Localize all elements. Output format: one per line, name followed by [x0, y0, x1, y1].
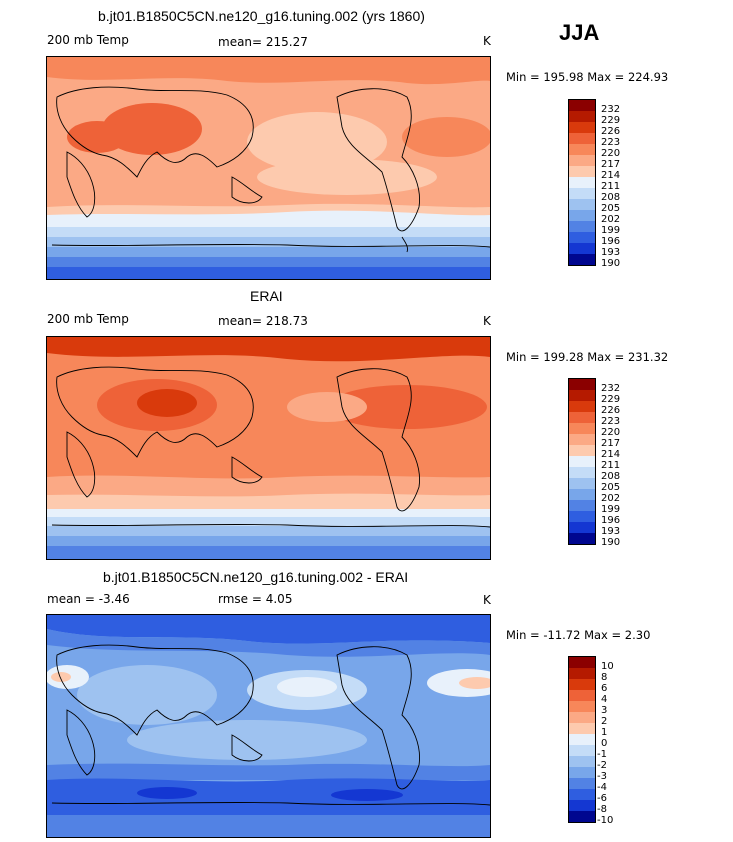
colorbar-tick-label: 220: [601, 148, 621, 159]
panel-1-minmax: Min = 195.98 Max = 224.93: [506, 70, 669, 84]
panel-3-mean-label: mean = -3.46: [47, 592, 130, 606]
colorbar-tick-label: 229: [601, 394, 621, 405]
colorbar-tick-label: 214: [601, 170, 621, 181]
colorbar-tick-label: -4: [597, 782, 607, 793]
colorbar-tick-label: 226: [601, 126, 621, 137]
colorbar-tick-label: 223: [601, 137, 621, 148]
colorbar-tick-label: 199: [601, 225, 621, 236]
colorbar-tick-label: 10: [601, 661, 614, 672]
colorbar-tick-label: 232: [601, 104, 621, 115]
panel-2-colorbar: [568, 378, 596, 545]
colorbar-tick-label: 6: [601, 683, 608, 694]
colorbar-tick-label: 202: [601, 493, 621, 504]
colorbar-tick-label: 202: [601, 214, 621, 225]
colorbar-tick-label: -3: [597, 771, 607, 782]
panel-2-map: [46, 336, 491, 560]
panel-2-units-label: K: [483, 314, 491, 328]
panel-3-units-label: K: [483, 593, 491, 607]
colorbar-tick-label: 193: [601, 247, 621, 258]
panel-3-map: [46, 614, 491, 838]
colorbar-tick-label: 196: [601, 515, 621, 526]
colorbar-tick-label: 223: [601, 416, 621, 427]
colorbar-tick-label: 193: [601, 526, 621, 537]
season-label: JJA: [559, 20, 600, 45]
colorbar-tick-label: 0: [601, 738, 608, 749]
colorbar-tick-label: 220: [601, 427, 621, 438]
panel-3-rmse-label: rmse = 4.05: [218, 592, 293, 606]
panel-2-variable-label: 200 mb Temp: [47, 312, 129, 326]
panel-1-map: [46, 56, 491, 280]
panel-1-units-label: K: [483, 34, 491, 48]
colorbar-tick-label: -10: [597, 815, 614, 826]
colorbar-tick-label: 199: [601, 504, 621, 515]
colorbar-tick-label: 208: [601, 192, 621, 203]
colorbar-tick-label: 1: [601, 727, 608, 738]
panel-1-title: b.jt01.B1850C5CN.ne120_g16.tuning.002 (y…: [98, 8, 425, 24]
colorbar-tick-label: 190: [601, 258, 621, 269]
panel-1-variable-label: 200 mb Temp: [47, 33, 129, 47]
colorbar-tick-label: -8: [597, 804, 607, 815]
colorbar-tick-label: -6: [597, 793, 607, 804]
colorbar-tick-label: 226: [601, 405, 621, 416]
colorbar-tick-label: 214: [601, 449, 621, 460]
panel-2-minmax: Min = 199.28 Max = 231.32: [506, 350, 669, 364]
panel-3-title: b.jt01.B1850C5CN.ne120_g16.tuning.002 - …: [103, 569, 409, 585]
panel-2-title: ERAI: [250, 288, 283, 304]
colorbar-tick-label: -2: [597, 760, 607, 771]
panel-3-colorbar: [568, 656, 596, 823]
colorbar-tick-label: 229: [601, 115, 621, 126]
colorbar-tick-label: 190: [601, 537, 621, 548]
panel-3-minmax: Min = -11.72 Max = 2.30: [506, 628, 651, 642]
colorbar-tick-label: 232: [601, 383, 621, 394]
colorbar-tick-label: 217: [601, 438, 621, 449]
colorbar-tick-label: 208: [601, 471, 621, 482]
colorbar-tick-label: 217: [601, 159, 621, 170]
colorbar-tick-label: 205: [601, 203, 621, 214]
colorbar-tick-label: 8: [601, 672, 608, 683]
colorbar-tick-label: 211: [601, 181, 621, 192]
panel-1-colorbar: [568, 99, 596, 266]
colorbar-tick-label: 2: [601, 716, 608, 727]
panel-1-mean-label: mean= 215.27: [218, 35, 308, 49]
colorbar-tick-label: -1: [597, 749, 607, 760]
colorbar-tick-label: 211: [601, 460, 621, 471]
colorbar-tick-label: 205: [601, 482, 621, 493]
panel-2-mean-label: mean= 218.73: [218, 314, 308, 328]
colorbar-tick-label: 4: [601, 694, 608, 705]
colorbar-tick-label: 3: [601, 705, 608, 716]
colorbar-tick-label: 196: [601, 236, 621, 247]
